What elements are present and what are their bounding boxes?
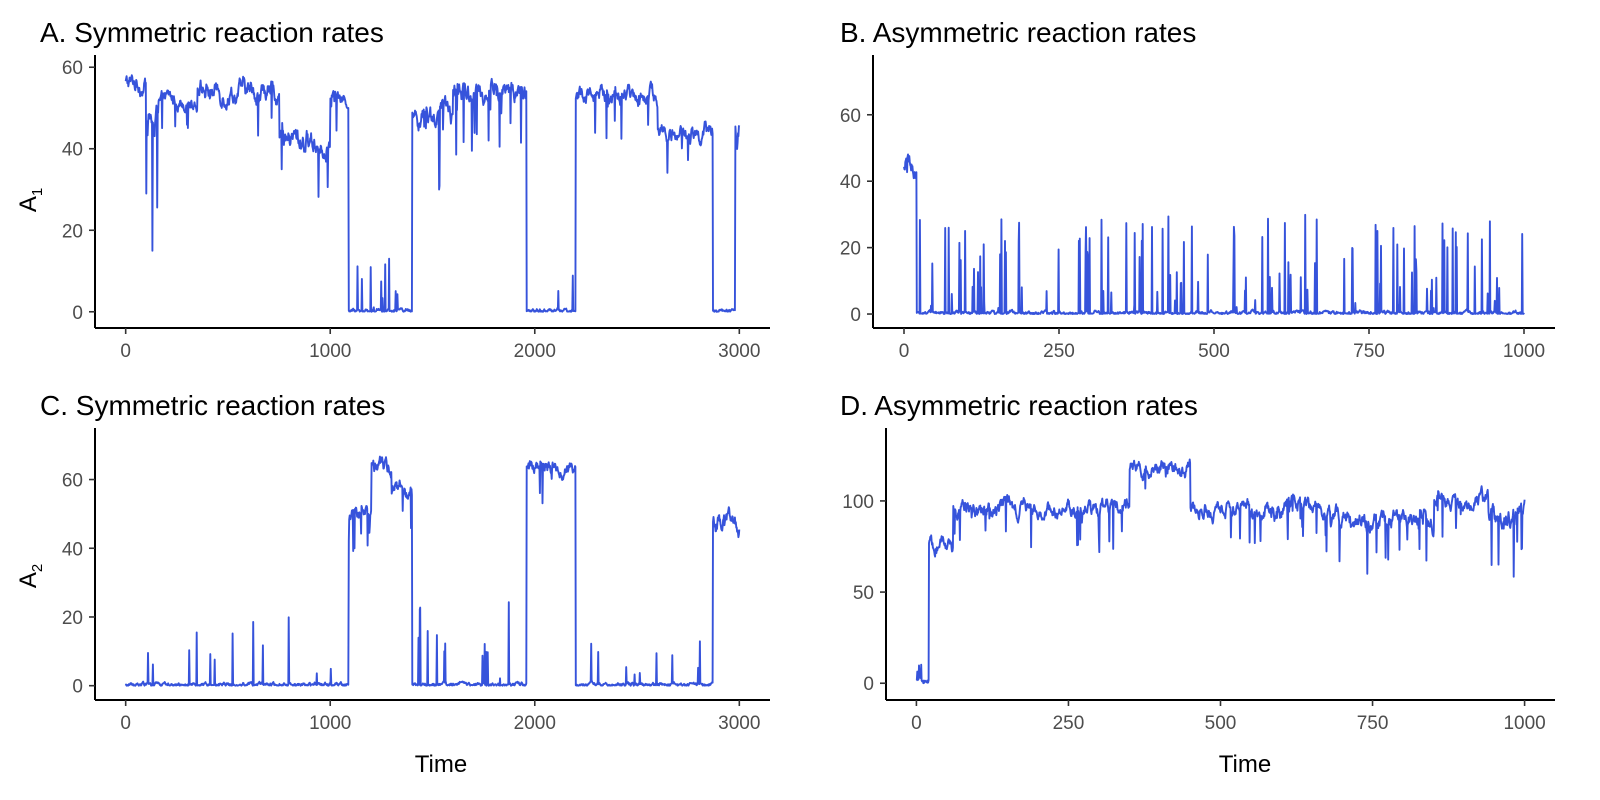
panel-a-y-tick-label: 0 [72, 303, 83, 324]
panel-a-y-axis-sub: 1 [29, 188, 46, 196]
panel-a-x-tick-label: 2000 [514, 341, 556, 362]
panel-c: C. Symmetric reaction rates A2 Time 0 100… [15, 390, 770, 778]
panel-a-y-tick-label: 40 [62, 140, 83, 161]
panel-d-x-tick-label: 750 [1357, 713, 1389, 734]
panel-c-y-axis-sub: 2 [29, 564, 46, 572]
panel-c-y-tick-label: 60 [62, 471, 83, 492]
panel-a-y-tick-label: 60 [62, 58, 83, 79]
panel-c-x-tick-label: 3000 [718, 713, 760, 734]
panel-d-y-tick-label: 100 [842, 492, 874, 513]
panel-a-y-tick-label: 20 [62, 221, 83, 242]
panel-d-x-tick-label: 500 [1205, 713, 1237, 734]
panel-d: D. Asymmetric reaction rates Time 0 250 50… [840, 390, 1555, 778]
panel-a-title: A. Symmetric reaction rates [40, 17, 384, 48]
panel-b-x-tick-label: 750 [1353, 341, 1385, 362]
panel-c-x-tick-label: 1000 [309, 713, 351, 734]
panel-b-x-tick-label: 1000 [1503, 341, 1545, 362]
panel-a-y-axis-title: A1 [15, 188, 46, 212]
panel-b-y-tick-label: 40 [840, 172, 861, 193]
panel-b-x-tick-label: 500 [1198, 341, 1230, 362]
panel-c-y-axis-main: A [15, 572, 42, 588]
panel-a-y-axis-main: A [15, 196, 42, 212]
panel-d-series-line [915, 458, 1526, 685]
panel-c-y-axis-title: A2 [15, 564, 46, 588]
panel-b-y-tick-label: 0 [850, 305, 861, 326]
panel-b-series-line [903, 153, 1525, 315]
panel-c-x-tick-label: 0 [120, 713, 131, 734]
panel-b-title: B. Asymmetric reaction rates [840, 17, 1196, 48]
panel-c-series-line [124, 455, 741, 687]
panel-c-y-tick-label: 0 [72, 677, 83, 698]
panel-d-x-tick-label: 250 [1053, 713, 1085, 734]
panel-c-x-axis-title: Time [415, 751, 467, 778]
panel-b-x-tick-label: 0 [899, 341, 910, 362]
panel-b-x-tick-label: 250 [1043, 341, 1075, 362]
panel-d-x-tick-label: 0 [911, 713, 922, 734]
panel-a-x-tick-label: 3000 [718, 341, 760, 362]
panel-d-x-tick-label: 1000 [1503, 713, 1545, 734]
panel-a-series-line [124, 74, 741, 313]
panel-c-x-tick-label: 2000 [514, 713, 556, 734]
panel-a-x-tick-label: 1000 [309, 341, 351, 362]
panel-d-title: D. Asymmetric reaction rates [840, 390, 1198, 421]
panel-c-y-tick-label: 40 [62, 539, 83, 560]
panel-a-x-tick-label: 0 [120, 341, 131, 362]
panel-c-title: C. Symmetric reaction rates [40, 390, 385, 421]
panel-d-y-tick-label: 50 [853, 583, 874, 604]
panel-b-y-tick-label: 60 [840, 106, 861, 127]
panel-d-x-axis-title: Time [1219, 751, 1271, 778]
panel-d-y-tick-label: 0 [863, 674, 874, 695]
panel-b: B. Asymmetric reaction rates 0 250 500 750 1… [840, 17, 1555, 362]
panel-b-y-tick-label: 20 [840, 239, 861, 260]
panel-c-y-tick-label: 20 [62, 608, 83, 629]
panel-a: A. Symmetric reaction rates A1 0 1000 2000… [15, 17, 770, 362]
